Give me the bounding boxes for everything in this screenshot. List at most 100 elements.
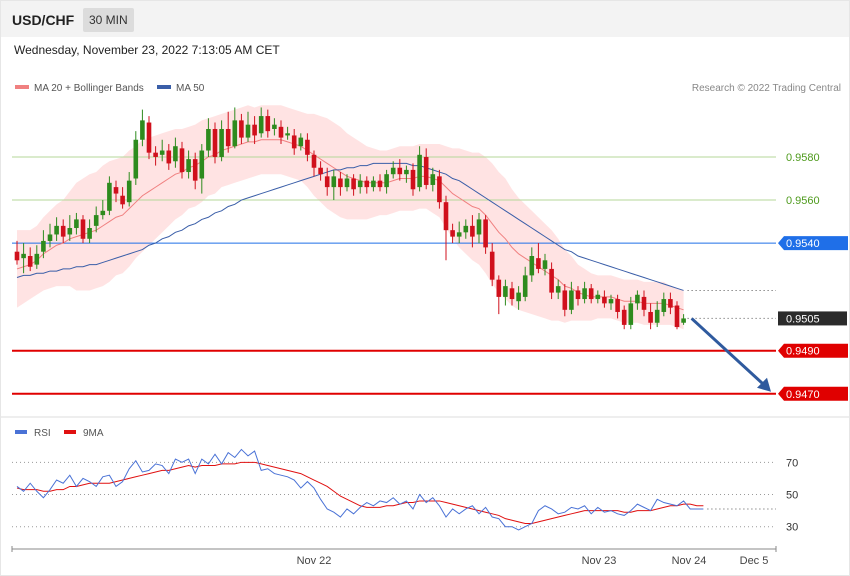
- credit-text: Research © 2022 Trading Central: [692, 83, 841, 94]
- candle-body: [212, 128, 218, 157]
- level-label: 0.9540: [786, 238, 820, 250]
- candle-body: [232, 120, 238, 147]
- candle-body: [87, 228, 92, 239]
- candle-body: [291, 135, 297, 149]
- time-tick-label: Dec 5: [740, 555, 769, 567]
- candle-body: [397, 167, 403, 175]
- candle-body: [456, 232, 462, 237]
- candle-body: [14, 251, 20, 261]
- candle-body: [661, 299, 667, 312]
- candle-body: [443, 202, 449, 231]
- candle-body: [621, 309, 627, 325]
- candle-body: [648, 311, 653, 323]
- candle-body: [192, 159, 198, 181]
- candle-body: [298, 137, 304, 147]
- candle-body: [654, 309, 660, 323]
- candle-body: [635, 294, 640, 304]
- candle-body: [113, 187, 119, 194]
- time-tick-label: Nov 22: [297, 555, 332, 567]
- candle-body: [371, 180, 376, 188]
- level-tag: [778, 386, 848, 401]
- candle-body: [437, 176, 442, 203]
- candle-body: [159, 150, 165, 155]
- candle-body: [100, 210, 106, 216]
- level-label: 0.9470: [786, 389, 820, 401]
- candle-body: [608, 299, 614, 304]
- level-tag: [778, 236, 848, 251]
- candle-body: [107, 182, 112, 211]
- timeframe-badge[interactable]: 30 MIN: [83, 8, 134, 32]
- candle-body: [186, 159, 191, 173]
- candle-body: [628, 303, 634, 325]
- candle-body: [450, 230, 455, 237]
- rsi-tick-label: 30: [786, 522, 798, 534]
- candle-body: [496, 279, 502, 297]
- candle-body: [93, 215, 99, 226]
- candle-body: [489, 251, 495, 280]
- ma50-line: [16, 162, 684, 291]
- candle-body: [529, 256, 535, 276]
- legend-label-rsi: RSI: [34, 428, 51, 439]
- candle-body: [674, 305, 680, 328]
- candle-body: [311, 154, 317, 168]
- candle-body: [595, 294, 601, 300]
- level-label: 0.9505: [786, 313, 820, 325]
- candle-body: [47, 234, 53, 241]
- rsi-layer: 70 50 30: [12, 448, 798, 534]
- candle-body: [80, 219, 86, 239]
- candle-body: [351, 178, 356, 190]
- candle-body: [120, 195, 125, 205]
- rsi-line: [16, 448, 704, 531]
- candle-body: [463, 225, 469, 233]
- level-tag: [778, 343, 848, 358]
- candle-body: [146, 122, 152, 153]
- ma20-line: [16, 139, 684, 311]
- candle-body: [357, 180, 363, 188]
- level-label: 0.9560: [786, 195, 820, 207]
- candle-body: [575, 290, 581, 300]
- candle-body: [173, 146, 178, 162]
- level-label: 0.9490: [786, 346, 820, 358]
- candle-body: [305, 139, 310, 155]
- candle-body: [265, 116, 271, 132]
- candle-body: [285, 133, 290, 136]
- candle-body: [509, 288, 515, 300]
- candle-body: [516, 292, 521, 302]
- candle-body: [74, 219, 79, 229]
- candle-body: [278, 126, 284, 138]
- rsi-tick-label: 50: [786, 490, 798, 502]
- candle-body: [483, 219, 488, 248]
- legend-swatch-ma50: [157, 85, 171, 89]
- candle-body: [245, 124, 251, 138]
- rsi-panel: RSI 9MA: [15, 428, 104, 439]
- candle-body: [27, 256, 33, 267]
- candle-body: [476, 219, 482, 235]
- candle-body: [384, 174, 389, 188]
- candle-body: [364, 180, 370, 188]
- candle-body: [555, 286, 561, 293]
- legend-label-9ma: 9MA: [83, 428, 104, 439]
- candle-body: [390, 167, 396, 175]
- candle-body: [430, 174, 436, 185]
- candle-body: [225, 128, 231, 147]
- candle-body: [126, 180, 132, 203]
- candle-body: [410, 169, 416, 190]
- candle-body: [133, 139, 139, 179]
- rsi-tick-label: 70: [786, 457, 798, 469]
- price-layer: 0.9580 0.9560 0.9540 0.9505 0.9490 0.9470: [12, 105, 848, 401]
- candle-body: [377, 180, 383, 188]
- candle-body: [199, 150, 205, 179]
- candle-body: [569, 290, 574, 310]
- candle-body: [417, 154, 422, 188]
- time-axis: Nov 22 Nov 23 Nov 24 Dec 5: [11, 546, 777, 567]
- candle-body: [423, 156, 429, 185]
- level-tag: [778, 311, 847, 326]
- candle-body: [21, 253, 26, 259]
- level-label: 0.9580: [786, 152, 820, 164]
- candle-body: [681, 318, 686, 323]
- candle-body: [67, 228, 73, 235]
- rsi-ma-line: [16, 461, 704, 524]
- symbol-label: USD/CHF: [12, 12, 75, 28]
